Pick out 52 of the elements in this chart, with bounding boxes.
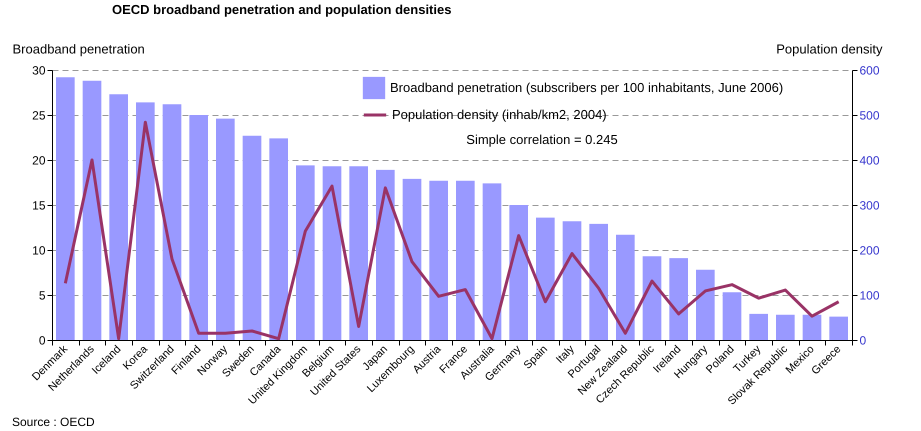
annotation: Simple correlation = 0.245 <box>466 132 618 147</box>
y-tick-label: 5 <box>38 288 46 302</box>
y-tick-label: 10 <box>32 244 46 258</box>
bar <box>162 104 182 340</box>
bar <box>109 94 128 340</box>
bar <box>216 118 235 340</box>
bar <box>82 80 102 340</box>
bar <box>802 314 822 340</box>
bar <box>136 102 155 340</box>
bar <box>562 221 582 340</box>
chart-title: OECD broadband penetration and population densities <box>112 2 452 17</box>
bar <box>749 314 768 340</box>
bar <box>322 166 342 340</box>
bar <box>536 218 555 340</box>
bar <box>776 314 795 340</box>
bar <box>509 205 528 340</box>
bar <box>56 77 75 340</box>
y2-tick-label: 0 <box>860 334 866 348</box>
legend-label: Broadband penetration (subscribers per 100 inhabitants, June 2006) <box>390 80 784 95</box>
line-series <box>64 120 840 340</box>
legend-label: Population density (inhab/km2, 2004) <box>392 107 607 122</box>
bar <box>456 180 475 340</box>
y2-tick-label: 200 <box>860 244 880 258</box>
y-tick-label: 20 <box>32 154 46 168</box>
y-tick-label: 15 <box>32 198 46 212</box>
bar <box>402 178 422 340</box>
y-tick-label: 0 <box>38 334 46 348</box>
y2-tick-label: 600 <box>860 64 880 78</box>
bar <box>696 270 715 340</box>
bar <box>669 258 688 340</box>
bar <box>189 115 208 340</box>
bar <box>296 165 315 340</box>
y2-tick-label: 400 <box>860 154 880 168</box>
bar <box>722 292 742 340</box>
bar <box>429 180 448 340</box>
bar <box>589 224 608 340</box>
bar <box>616 234 635 340</box>
bar <box>482 183 502 340</box>
y2-tick-label: 300 <box>860 198 880 212</box>
bar <box>269 138 288 340</box>
bar <box>242 136 262 340</box>
y2-tick-label: 100 <box>860 288 880 302</box>
y2-tick-label: 500 <box>860 108 880 122</box>
bar <box>349 166 368 340</box>
source-note: Source : OECD <box>12 415 96 429</box>
bar <box>376 170 395 340</box>
y-tick-label: 30 <box>32 64 46 78</box>
y-axis-title: Broadband penetration <box>12 42 145 56</box>
y-tick-label: 25 <box>32 108 46 122</box>
y2-axis-title: Population density <box>776 42 883 56</box>
bar <box>829 316 848 340</box>
bar <box>642 256 662 340</box>
